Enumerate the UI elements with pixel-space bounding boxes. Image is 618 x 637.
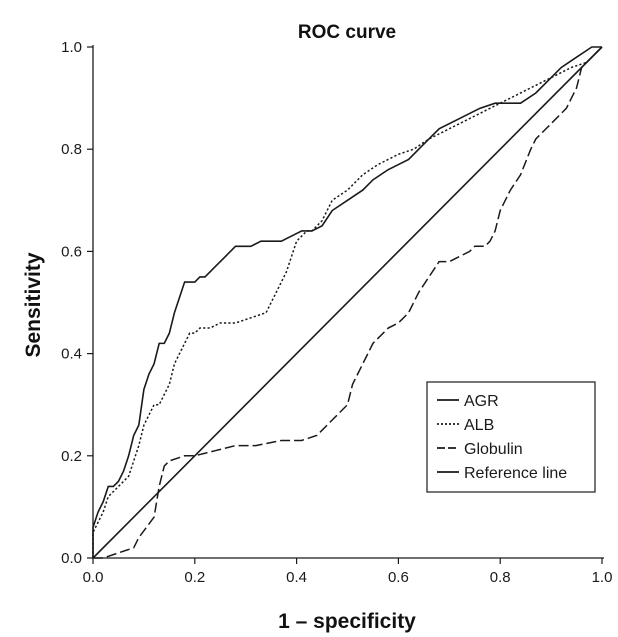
- x-axis-title: 1 – specificity: [278, 610, 416, 633]
- x-tick-label: 0.8: [490, 569, 511, 586]
- legend-label: AGR: [464, 393, 499, 410]
- legend-label: Globulin: [464, 441, 523, 458]
- series-line-agr: [92, 46, 602, 558]
- x-tick-label: 0.4: [286, 569, 307, 586]
- y-tick-label: 0.8: [61, 141, 82, 158]
- x-tick-label: 0.0: [83, 569, 104, 586]
- chart-title: ROC curve: [298, 22, 396, 43]
- y-tick-label: 0.6: [61, 243, 82, 260]
- y-tick-label: 1.0: [61, 39, 82, 56]
- ticks: 0.0 0.2 0.4 0.6 0.8 1.0 0.0 0.2 0.4 0.6 0.8 1.0: [61, 39, 612, 586]
- legend-label: ALB: [464, 417, 494, 434]
- y-tick-label: 0.0: [61, 550, 82, 567]
- series-group: [92, 46, 603, 559]
- legend: AGR ALB Globulin Reference line: [426, 381, 596, 493]
- y-axis-title: Sensitivity: [22, 252, 45, 357]
- x-tick-label: 0.6: [388, 569, 409, 586]
- series-line-reference-line: [92, 46, 603, 559]
- series-line-alb: [92, 46, 603, 558]
- x-tick-label: 0.2: [184, 569, 205, 586]
- legend-label: Reference line: [464, 465, 567, 482]
- y-tick-label: 0.2: [61, 448, 82, 465]
- x-tick-label: 1.0: [592, 569, 613, 586]
- series-line-globulin: [93, 46, 603, 559]
- y-tick-label: 0.4: [61, 346, 82, 363]
- axes: [92, 45, 604, 559]
